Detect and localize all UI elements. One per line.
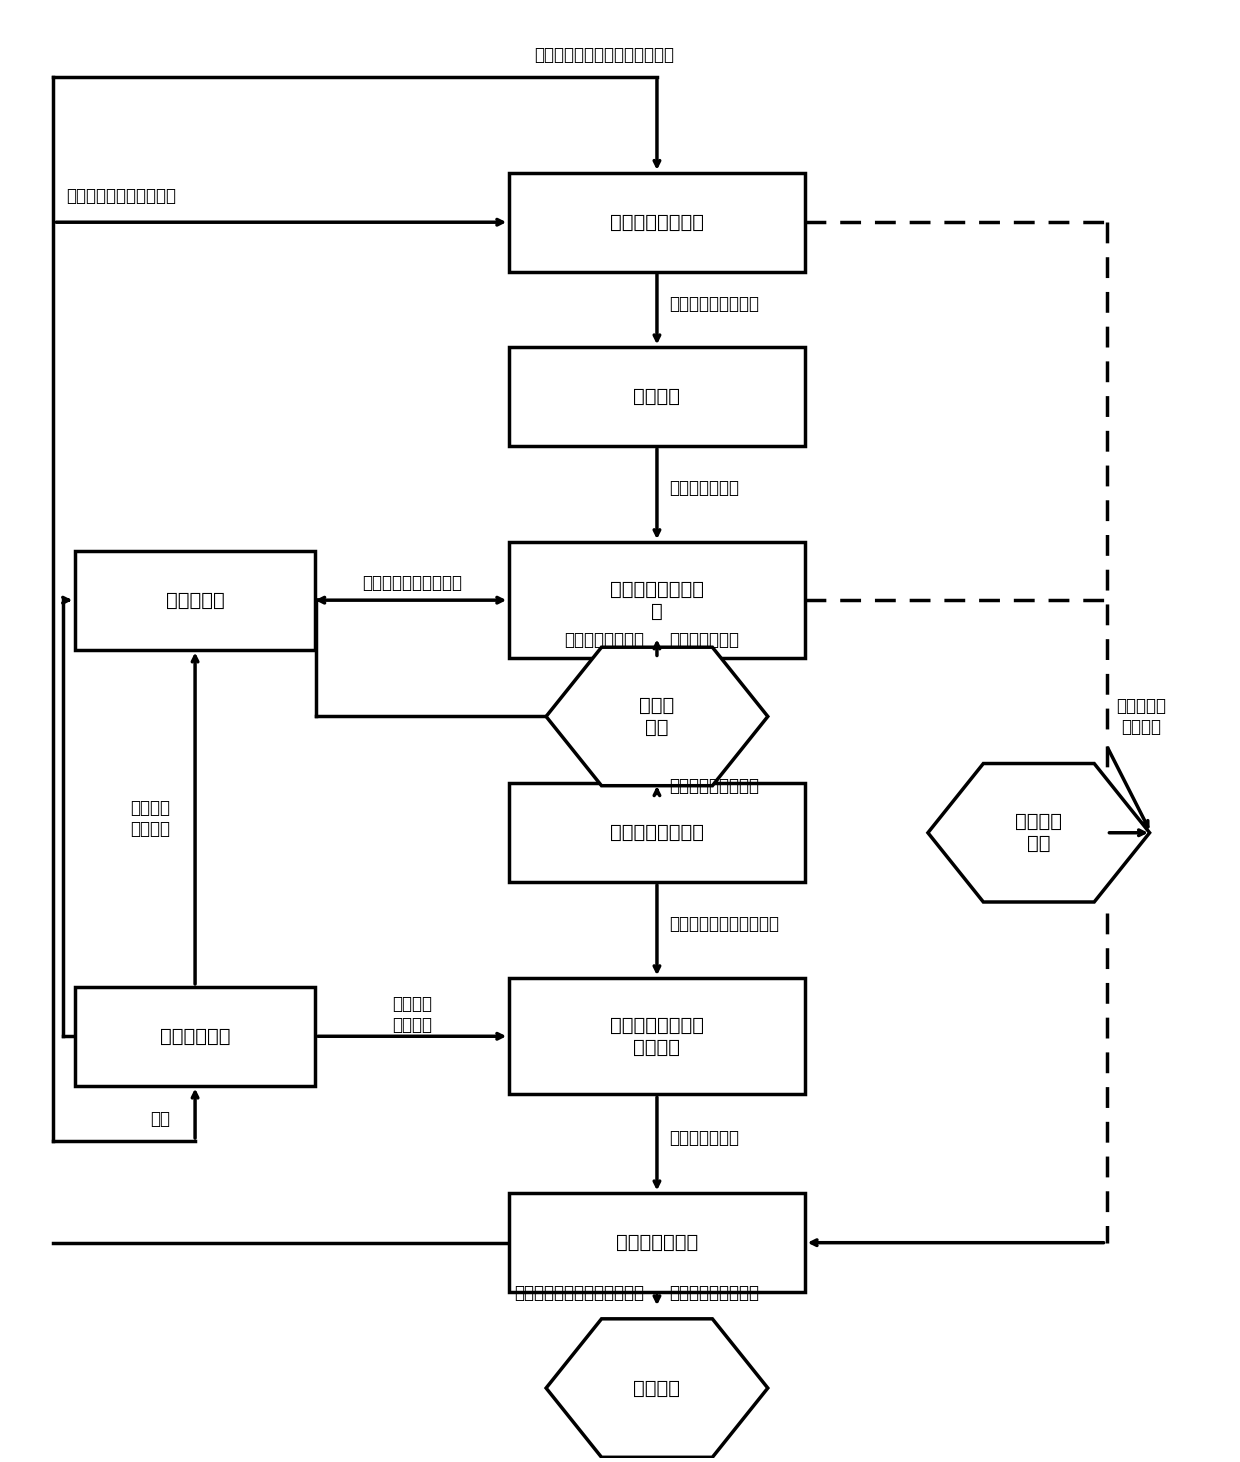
Text: 形成随机辐射场: 形成随机辐射场 <box>670 632 739 649</box>
Text: 加载随机调制编码方案: 加载随机调制编码方案 <box>362 573 463 592</box>
Text: 高速采样与输出: 高速采样与输出 <box>670 1129 739 1148</box>
Text: 建立无相位
成像方程: 建立无相位 成像方程 <box>1116 697 1167 735</box>
Bar <box>74 551 315 649</box>
Text: 太赫兹雷达信号源: 太赫兹雷达信号源 <box>610 212 704 231</box>
Text: 目标图像: 目标图像 <box>634 1379 681 1398</box>
Text: 参考信号与回波信号强度关联: 参考信号与回波信号强度关联 <box>515 1284 645 1301</box>
Text: 编码驱动器: 编码驱动器 <box>166 591 224 610</box>
Bar <box>510 542 805 658</box>
Text: 发射天线: 发射天线 <box>634 387 681 406</box>
Polygon shape <box>928 763 1149 902</box>
Text: 控制与处理终端: 控制与处理终端 <box>616 1232 698 1251</box>
Text: 同步触发
采样输出: 同步触发 采样输出 <box>392 996 433 1034</box>
Bar <box>74 987 315 1086</box>
Text: 触发: 触发 <box>150 1110 170 1129</box>
Text: 阵列非相干探测器: 阵列非相干探测器 <box>610 823 704 842</box>
Text: 发射太赫兹波束: 发射太赫兹波束 <box>670 480 739 497</box>
Bar <box>510 978 805 1095</box>
Text: 随机调制太赫兹波: 随机调制太赫兹波 <box>564 632 645 649</box>
Bar <box>510 1193 805 1292</box>
Text: 求解无相位成像方程: 求解无相位成像方程 <box>670 1284 759 1301</box>
Text: 同步时钟模块: 同步时钟模块 <box>160 1026 231 1045</box>
Bar <box>510 173 805 272</box>
Text: 产生太赫兹发射信号: 产生太赫兹发射信号 <box>670 295 759 313</box>
Bar <box>510 784 805 882</box>
Text: 推演参考
信号: 推演参考 信号 <box>1016 813 1063 854</box>
Text: 待成像
目标: 待成像 目标 <box>640 696 675 737</box>
Text: 多通道高速采样与
输出模块: 多通道高速采样与 输出模块 <box>610 1016 704 1057</box>
Text: 透射式编码孔径天
线: 透射式编码孔径天 线 <box>610 579 704 621</box>
Text: 目标散射回太赫兹波: 目标散射回太赫兹波 <box>670 776 759 794</box>
Text: 控制产生指定频率和带宽的信号: 控制产生指定频率和带宽的信号 <box>533 45 673 64</box>
Text: 同步触发信号的频点切换: 同步触发信号的频点切换 <box>66 187 176 205</box>
Polygon shape <box>546 1319 768 1458</box>
Polygon shape <box>546 648 768 785</box>
Bar <box>510 348 805 446</box>
Text: 同步触发
一组编码: 同步触发 一组编码 <box>130 798 170 838</box>
Text: 接收回波信号的强度信息: 接收回波信号的强度信息 <box>670 915 779 933</box>
